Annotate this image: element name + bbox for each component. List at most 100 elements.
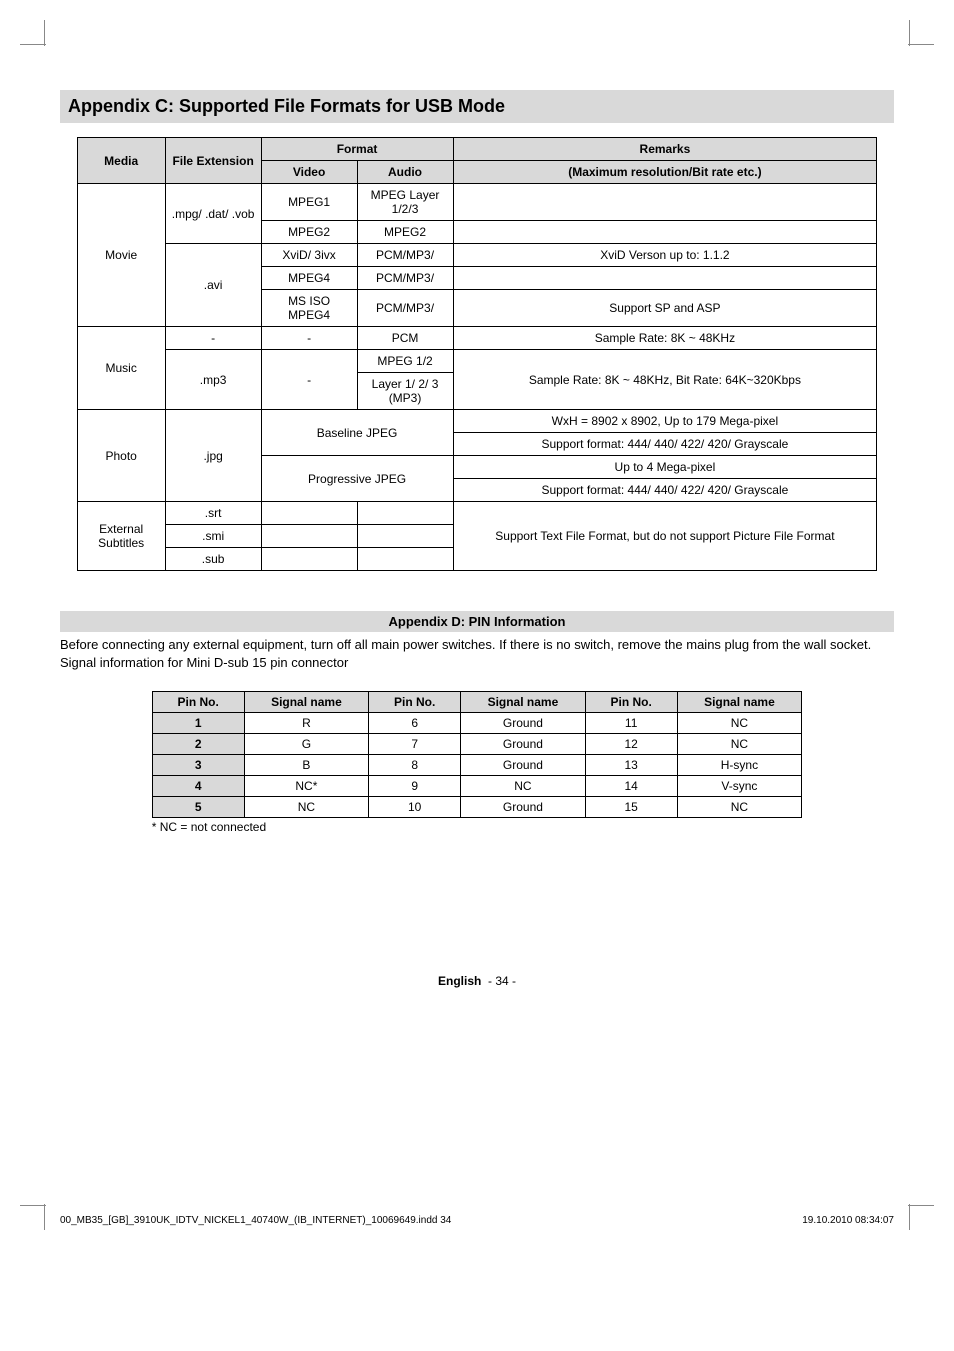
pin-table: Pin No. Signal name Pin No. Signal name …	[152, 691, 803, 818]
cell: NC	[677, 797, 802, 818]
cell: 2	[152, 734, 244, 755]
cell-ext: .sub	[165, 548, 261, 571]
cell: 11	[585, 713, 677, 734]
cell-ext: .srt	[165, 502, 261, 525]
cell: NC	[677, 713, 802, 734]
col-media: Media	[77, 138, 165, 184]
cell: Ground	[461, 755, 586, 776]
cell: 9	[369, 776, 461, 797]
cell: Ground	[461, 734, 586, 755]
cell: Support format: 444/ 440/ 422/ 420/ Gray…	[453, 433, 877, 456]
crop-mark	[909, 20, 910, 46]
cell: MPEG2	[261, 221, 357, 244]
cell: 15	[585, 797, 677, 818]
cell: PCM/MP3/	[357, 290, 453, 327]
cell: 12	[585, 734, 677, 755]
col-pin: Pin No.	[369, 692, 461, 713]
cell: -	[261, 327, 357, 350]
cell: V-sync	[677, 776, 802, 797]
cell: PCM	[357, 327, 453, 350]
print-line: 00_MB35_[GB]_3910UK_IDTV_NICKEL1_40740W_…	[60, 1215, 894, 1226]
cell-photo: Photo	[77, 410, 165, 502]
cell: G	[244, 734, 369, 755]
cell: Ground	[461, 797, 586, 818]
cell: WxH = 8902 x 8902, Up to 179 Mega-pixel	[453, 410, 877, 433]
cell	[261, 525, 357, 548]
cell: 6	[369, 713, 461, 734]
crop-mark	[908, 1205, 934, 1206]
page: Appendix C: Supported File Formats for U…	[0, 0, 954, 1250]
cell: PCM/MP3/	[357, 267, 453, 290]
print-file: 00_MB35_[GB]_3910UK_IDTV_NICKEL1_40740W_…	[60, 1215, 451, 1226]
crop-mark	[44, 20, 45, 46]
footnote: * NC = not connected	[152, 820, 803, 834]
crop-mark	[20, 1205, 46, 1206]
col-audio: Audio	[357, 161, 453, 184]
cell-music: Music	[77, 327, 165, 410]
footer-page: - 34 -	[488, 974, 516, 988]
cell: 5	[152, 797, 244, 818]
col-pin: Pin No.	[585, 692, 677, 713]
table-row: 5 NC 10 Ground 15 NC	[152, 797, 802, 818]
cell: 14	[585, 776, 677, 797]
table-row: 3 B 8 Ground 13 H-sync	[152, 755, 802, 776]
cell-ext: -	[165, 327, 261, 350]
cell: NC	[461, 776, 586, 797]
cell: MPEG2	[357, 221, 453, 244]
cell: Sample Rate: 8K ~ 48KHz, Bit Rate: 64K~3…	[453, 350, 877, 410]
cell: Baseline JPEG	[261, 410, 453, 456]
table-row: 2 G 7 Ground 12 NC	[152, 734, 802, 755]
cell	[261, 548, 357, 571]
crop-mark	[20, 44, 46, 45]
cell: 1	[152, 713, 244, 734]
appendix-d-title: Appendix D: PIN Information	[60, 611, 894, 632]
crop-mark	[908, 44, 934, 45]
cell: Support format: 444/ 440/ 422/ 420/ Gray…	[453, 479, 877, 502]
cell-ext: .mpg/ .dat/ .vob	[165, 184, 261, 244]
cell	[357, 525, 453, 548]
cell	[357, 502, 453, 525]
cell: NC	[677, 734, 802, 755]
crop-mark	[44, 1204, 45, 1230]
cell: 4	[152, 776, 244, 797]
cell: MPEG1	[261, 184, 357, 221]
cell: MPEG4	[261, 267, 357, 290]
cell	[453, 267, 877, 290]
cell: Up to 4 Mega-pixel	[453, 456, 877, 479]
cell: PCM/MP3/	[357, 244, 453, 267]
footer-lang: English	[438, 974, 481, 988]
col-signal: Signal name	[677, 692, 802, 713]
cell: B	[244, 755, 369, 776]
appendix-c-title: Appendix C: Supported File Formats for U…	[60, 90, 894, 123]
cell: MPEG Layer 1/2/3	[357, 184, 453, 221]
col-signal: Signal name	[244, 692, 369, 713]
cell: Ground	[461, 713, 586, 734]
cell: -	[261, 350, 357, 410]
col-file-ext: File Extension	[165, 138, 261, 184]
formats-table: Media File Extension Format Remarks Vide…	[77, 137, 878, 571]
cell: 7	[369, 734, 461, 755]
cell: 10	[369, 797, 461, 818]
cell: MPEG 1/2	[357, 350, 453, 373]
cell: R	[244, 713, 369, 734]
cell: Progressive JPEG	[261, 456, 453, 502]
cell: XviD Verson up to: 1.1.2	[453, 244, 877, 267]
col-signal: Signal name	[461, 692, 586, 713]
crop-mark	[909, 1204, 910, 1230]
cell-ext: .mp3	[165, 350, 261, 410]
page-footer: English - 34 -	[60, 974, 894, 988]
appendix-d-intro: Before connecting any external equipment…	[60, 636, 894, 671]
cell: 8	[369, 755, 461, 776]
table-row: 4 NC* 9 NC 14 V-sync	[152, 776, 802, 797]
cell	[261, 502, 357, 525]
cell: MS ISO MPEG4	[261, 290, 357, 327]
cell: NC*	[244, 776, 369, 797]
cell: Support Text File Format, but do not sup…	[453, 502, 877, 571]
cell: Sample Rate: 8K ~ 48KHz	[453, 327, 877, 350]
cell: H-sync	[677, 755, 802, 776]
cell-ext: .smi	[165, 525, 261, 548]
col-remarks-sub: (Maximum resolution/Bit rate etc.)	[453, 161, 877, 184]
cell-ext: .jpg	[165, 410, 261, 502]
cell: XviD/ 3ivx	[261, 244, 357, 267]
cell: 13	[585, 755, 677, 776]
